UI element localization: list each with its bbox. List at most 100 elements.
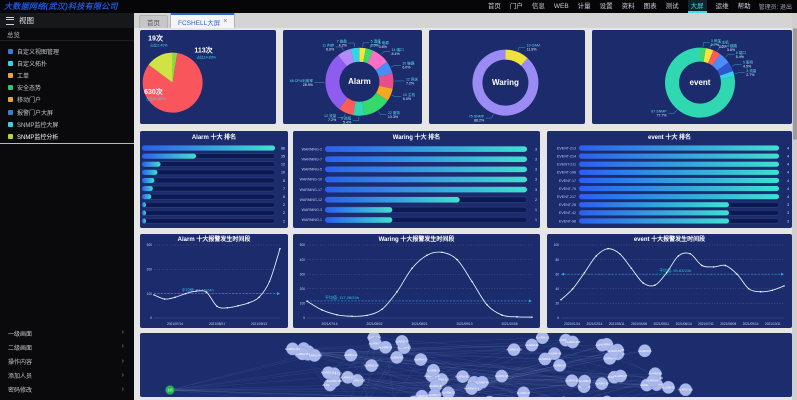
panel-waring-timeline: Waring 十大报警发生时间段 100 200 300 400 500 0 平均值: 117… — [293, 234, 540, 328]
svg-text:4 主机: 4 主机 — [719, 40, 730, 45]
sidebar-bottom-item[interactable]: 密码修改 › — [0, 383, 134, 397]
svg-text:ALARM-150: ALARM-150 — [295, 352, 311, 356]
panel-alarm-top10-bar: Alarm 十大 排名 86 35 12 10 8 7 6 2 2 2 — [140, 131, 288, 228]
svg-text:3: 3 — [535, 168, 537, 172]
sidebar-bottom-item[interactable]: 一级画面 › — [0, 326, 134, 340]
vertical-scrollbar[interactable] — [792, 13, 797, 400]
sidebar-item-label: 安全态势 — [17, 86, 42, 93]
svg-text:35: 35 — [281, 154, 285, 158]
sidebar-item[interactable]: SNMP监控分析 — [0, 130, 134, 145]
svg-text:87 SNMP: 87 SNMP — [651, 110, 667, 114]
svg-text:1: 1 — [535, 218, 537, 222]
svg-text:ALARM-141: ALARM-141 — [464, 387, 480, 391]
svg-text:0: 0 — [150, 316, 152, 320]
topbar-menu-item[interactable]: 计量 — [577, 3, 591, 10]
sidebar-subheader[interactable]: 总览 — [0, 28, 134, 41]
tab-inactive[interactable]: 首页 — [139, 15, 168, 28]
svg-text:4: 4 — [787, 187, 789, 191]
svg-text:11 内存: 11 内存 — [322, 42, 334, 47]
svg-text:2021/07/14: 2021/07/14 — [167, 322, 183, 326]
sidebar-item[interactable]: SNMP监控大屏 — [0, 118, 134, 130]
sidebar-item-label: 移动门户 — [17, 98, 42, 105]
svg-text:4: 4 — [787, 171, 789, 175]
svg-text:ALARM-67: ALARM-67 — [553, 363, 567, 367]
topbar-menu-item[interactable]: WEB — [553, 3, 569, 10]
svg-text:ALARM-127: ALARM-127 — [340, 375, 356, 379]
topbar-menu-item[interactable]: 图表 — [643, 3, 657, 10]
topbar-menu-item[interactable]: 设置 — [599, 3, 613, 10]
svg-text:ALARM-116: ALARM-116 — [455, 375, 470, 379]
svg-text:ALARM-48: ALARM-48 — [548, 352, 562, 356]
sidebar-item[interactable]: 工单 — [0, 69, 134, 81]
panel-event-timeline: event 十大报警发生时间段 20 40 60 80 100 0 平均值: 59.83/24… — [547, 234, 792, 328]
topbar-menu-item[interactable]: 测试 — [665, 3, 679, 10]
svg-text:ALARM-89: ALARM-89 — [429, 384, 443, 388]
topbar-menu-item[interactable]: 运维 — [715, 3, 729, 10]
network-topology-graph[interactable]: ALARM-12 ALARM-45 ALARM-108 ALARM-23 ALARM-6… — [140, 333, 792, 397]
waring-line-chart[interactable]: Waring 十大报警发生时间段 100 200 300 400 500 0 平均值: 117… — [293, 234, 540, 328]
svg-text:占比14.83%: 占比14.83% — [196, 55, 216, 60]
svg-text:2021/10/11: 2021/10/11 — [765, 322, 781, 326]
waring-bar-chart[interactable]: Waring 十大 排名 WARNING-2 3 WARNING-7 3 WARNING-… — [293, 131, 540, 228]
sidebar-item[interactable]: 移动门户 — [0, 94, 134, 106]
sidebar-bottom-item[interactable]: 二级画面 › — [0, 340, 134, 354]
svg-text:WARNING-1: WARNING-1 — [302, 218, 322, 222]
svg-text:48 CPU利用率: 48 CPU利用率 — [290, 78, 314, 83]
sidebar-item[interactable]: 自定义拓扑 — [0, 57, 134, 69]
panel-alarm-pie: 19次 占比2.49% 113次 占比14.83% 630次 占比82.68% — [140, 30, 276, 124]
svg-text:12 网关: 12 网关 — [406, 76, 419, 81]
topbar-menu-item[interactable]: 大屏 — [687, 0, 707, 13]
sidebar-item-label: 自定义视图管理 — [17, 49, 60, 56]
topbar-menu-item[interactable]: 帮助 — [737, 3, 751, 10]
svg-text:100: 100 — [147, 292, 153, 296]
alarm-bar-chart[interactable]: Alarm 十大 排名 86 35 12 10 8 7 6 2 2 2 — [140, 131, 288, 228]
svg-text:1: 1 — [535, 208, 537, 212]
scrollbar-thumb[interactable] — [792, 28, 797, 140]
user-info[interactable]: 管理员: 退出 — [758, 5, 792, 11]
alarm-line-chart[interactable]: Alarm 十大报警发生时间段 100 200 300 0 平均值: 97.16/24h 2… — [140, 234, 288, 328]
sidebar-item-icon — [8, 121, 13, 127]
topbar-menu-item[interactable]: 信息 — [531, 3, 545, 10]
svg-text:6 电源: 6 电源 — [379, 40, 390, 45]
sidebar-header[interactable]: 视图 — [0, 13, 134, 28]
sidebar-item[interactable]: 自定义视图管理 — [0, 45, 134, 57]
panel-alarm-timeline: Alarm 十大报警发生时间段 100 200 300 0 平均值: 97.16/24h 2… — [140, 234, 288, 328]
svg-text:EVENT-214: EVENT-214 — [557, 154, 576, 158]
svg-text:6.0%: 6.0% — [402, 66, 411, 70]
svg-text:2021/09/13: 2021/09/13 — [251, 322, 267, 326]
topbar-menu: 首页 门户 信息 WEB 计量 设置 资料 图表 测试 大屏 运维 帮助 — [488, 0, 751, 13]
svg-text:2021/01/14: 2021/01/14 — [564, 322, 580, 326]
sidebar-bottom-item-label: 操作内容 — [8, 360, 33, 367]
topbar-menu-item[interactable]: 资料 — [621, 3, 635, 10]
event-bar-chart[interactable]: event 十大 排名 EVENT-213 4 EVENT-214 4 EVENT-211… — [547, 131, 792, 228]
svg-text:10 主机: 10 主机 — [403, 92, 416, 97]
svg-text:ALARM-8: ALARM-8 — [579, 379, 592, 383]
svg-text:ALARM-76: ALARM-76 — [395, 339, 409, 343]
svg-text:3: 3 — [535, 188, 537, 192]
svg-text:ALARM-21: ALARM-21 — [538, 357, 552, 361]
svg-text:2021/08/08: 2021/08/08 — [720, 322, 736, 326]
topbar-menu-item[interactable]: 首页 — [487, 3, 501, 10]
svg-text:ALARM-91: ALARM-91 — [646, 379, 660, 383]
chevron-right-icon: › — [121, 357, 124, 365]
sidebar-bottom-item[interactable]: 操作内容 › — [0, 354, 134, 368]
tab-close-icon[interactable]: × — [223, 18, 228, 25]
tab-active[interactable]: FCSHELL大屏 × — [170, 13, 236, 28]
svg-text:ALARM-89: ALARM-89 — [648, 372, 662, 376]
svg-text:11.8%: 11.8% — [527, 48, 538, 52]
sidebar-bottom-item[interactable]: 添加人员 › — [0, 369, 134, 383]
svg-text:event: event — [690, 78, 711, 87]
svg-text:2.7%: 2.7% — [746, 73, 755, 77]
svg-text:EVENT-198: EVENT-198 — [557, 171, 576, 175]
topbar-menu-item[interactable]: 门户 — [509, 3, 523, 10]
svg-text:2021/06/14: 2021/06/14 — [676, 322, 692, 326]
svg-text:8.4%: 8.4% — [392, 52, 401, 56]
sidebar-item[interactable]: 安全态势 — [0, 82, 134, 94]
event-line-chart[interactable]: event 十大报警发生时间段 20 40 60 80 100 0 平均值: 59.83/24… — [547, 234, 792, 328]
sidebar-item[interactable]: 报警门户大屏 — [0, 106, 134, 118]
sidebar: 视图 总览 自定义视图管理 自定义拓扑 工单 安全态势 移动门户 报警门户大屏 SNMP监控… — [0, 13, 134, 400]
